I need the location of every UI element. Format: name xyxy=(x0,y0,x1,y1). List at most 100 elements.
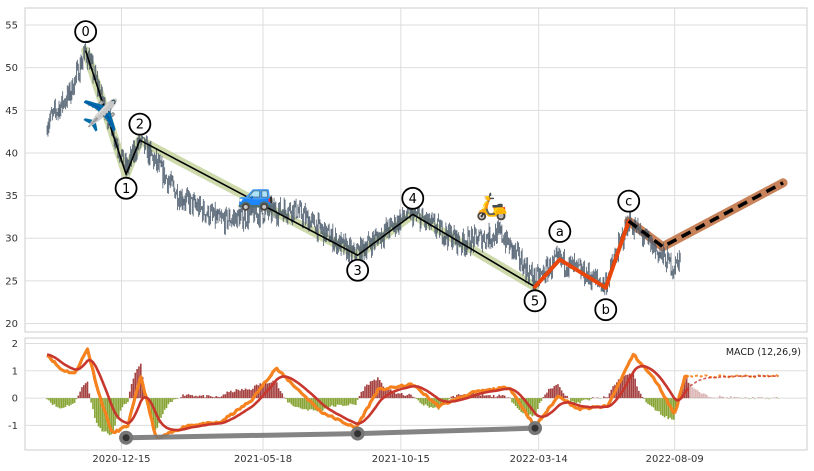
macd-hist-bar xyxy=(252,388,254,399)
wave-label-0: 0 xyxy=(74,20,98,44)
macd-hist-bar xyxy=(553,386,556,399)
macd-hist-bar xyxy=(57,398,59,408)
macd-hist-bar xyxy=(51,398,54,406)
wave-label-a: a xyxy=(548,220,572,243)
macd-hist-bar xyxy=(325,398,328,409)
macd-hist-bar xyxy=(581,398,583,401)
macd-hist-bar xyxy=(748,398,750,400)
macd-hist-bar xyxy=(759,397,761,399)
macd-hist-bar xyxy=(270,382,273,399)
wave-label-c: c xyxy=(617,189,641,213)
macd-hist-bar xyxy=(424,398,427,405)
macd-hist-bar xyxy=(402,395,405,399)
wave-label-text: 3 xyxy=(354,264,362,279)
macd-hist-bar xyxy=(498,394,500,399)
macd-hist-bar xyxy=(171,398,173,403)
macd-hist-bar xyxy=(224,394,227,399)
macd-hist-bar xyxy=(298,398,300,408)
macd-hist-bar xyxy=(285,398,287,400)
macd-hist-bar xyxy=(125,398,127,404)
macd-trend-line xyxy=(119,421,542,445)
macd-hist-bar xyxy=(709,397,712,399)
macd-hist-bar xyxy=(180,397,183,399)
macd-hist-bar xyxy=(728,398,730,399)
macd-hist-bar xyxy=(174,398,177,400)
macd-hist-bar xyxy=(336,398,339,405)
macd-hist-bar xyxy=(66,398,69,405)
macd-hist-bar xyxy=(751,397,754,399)
macd-hist-bar xyxy=(121,398,124,408)
macd-hist-bar xyxy=(448,398,451,400)
macd-hist-bar xyxy=(606,397,609,399)
macd-hist-bar xyxy=(196,396,199,399)
macd-hist-bar xyxy=(450,396,453,399)
wave-label-text: 1 xyxy=(122,182,130,197)
macd-hist-bar xyxy=(718,395,721,399)
macd-hist-bar xyxy=(71,398,74,404)
macd-hist-bar xyxy=(163,398,166,410)
macd-hist-bar xyxy=(253,385,256,399)
x-tick-label: 2022-08-09 xyxy=(646,454,704,465)
macd-hist-bar xyxy=(128,391,131,399)
macd-hist-bar xyxy=(167,398,170,405)
macd-hist-bar xyxy=(695,389,697,399)
macd-hist-bar xyxy=(502,395,504,399)
macd-hist-bar xyxy=(700,393,703,399)
projection-line xyxy=(627,181,784,249)
emoji-marker: 🚙 xyxy=(237,178,274,213)
price-y-tick-label: 50 xyxy=(5,63,18,74)
macd-hist-bar xyxy=(454,397,456,399)
macd-hist-bar xyxy=(410,394,412,399)
macd-hist-bar xyxy=(437,398,440,410)
macd-hist-bar xyxy=(729,396,732,399)
macd-hist-bar xyxy=(130,383,133,399)
macd-hist-bar xyxy=(268,382,271,399)
macd-hist-bar xyxy=(75,398,78,400)
macd-hist-bar xyxy=(641,396,644,399)
macd-hist-bar xyxy=(404,395,407,399)
macd-hist-bar xyxy=(226,391,228,399)
macd-hist-bar xyxy=(399,393,401,399)
macd-hist-bar xyxy=(672,398,675,420)
macd-hist-bar xyxy=(355,398,357,405)
macd-hist-bar xyxy=(70,398,72,405)
macd-hist-bar xyxy=(661,398,664,416)
macd-hist-bar xyxy=(419,398,421,403)
macd-hist-bar xyxy=(345,398,348,406)
wave-label-circle xyxy=(523,289,547,313)
macd-hist-bar xyxy=(766,397,769,399)
price-y-tick-label: 35 xyxy=(5,191,18,202)
macd-hist-bar xyxy=(557,384,559,399)
macd-hist-bar xyxy=(430,398,432,407)
macd-hist-bar xyxy=(206,395,208,399)
macd-hist-bar xyxy=(68,398,70,406)
macd-hist-bar xyxy=(305,398,307,410)
macd-hist-bar xyxy=(195,395,197,399)
macd-hist-bar xyxy=(514,398,517,406)
macd-hist-bar xyxy=(94,398,96,418)
macd-hist-bar xyxy=(707,397,710,399)
price-y-tick-label: 20 xyxy=(5,319,18,330)
macd-hist-bar xyxy=(511,398,513,403)
macd-hist-bar xyxy=(525,398,528,416)
price-y-tick-label: 30 xyxy=(5,234,18,245)
wave-label-2: 2 xyxy=(128,112,152,136)
macd-hist-bar xyxy=(108,398,111,436)
wave-label-text: c xyxy=(625,195,632,210)
macd-hist-bar xyxy=(327,398,330,409)
trend-pivot-inner xyxy=(354,430,362,438)
wave-label-circle xyxy=(114,176,138,200)
macd-hist-bar xyxy=(290,398,293,405)
macd-hist-bar xyxy=(299,398,302,409)
wave-label-4: 4 xyxy=(401,186,425,210)
macd-hist-bar xyxy=(630,374,633,399)
price-y-axis: 20 25 30 35 40 45 50 55 xyxy=(5,21,18,330)
macd-hist-bar xyxy=(647,398,649,405)
macd-hist-bar xyxy=(693,388,695,399)
impulse-wave-line xyxy=(84,50,536,288)
macd-hist-bar xyxy=(119,398,122,411)
macd-hist-bar xyxy=(176,398,179,399)
macd-hist-bar xyxy=(533,398,535,416)
macd-hist-bar xyxy=(443,398,445,402)
macd-hist-bar xyxy=(538,398,541,403)
